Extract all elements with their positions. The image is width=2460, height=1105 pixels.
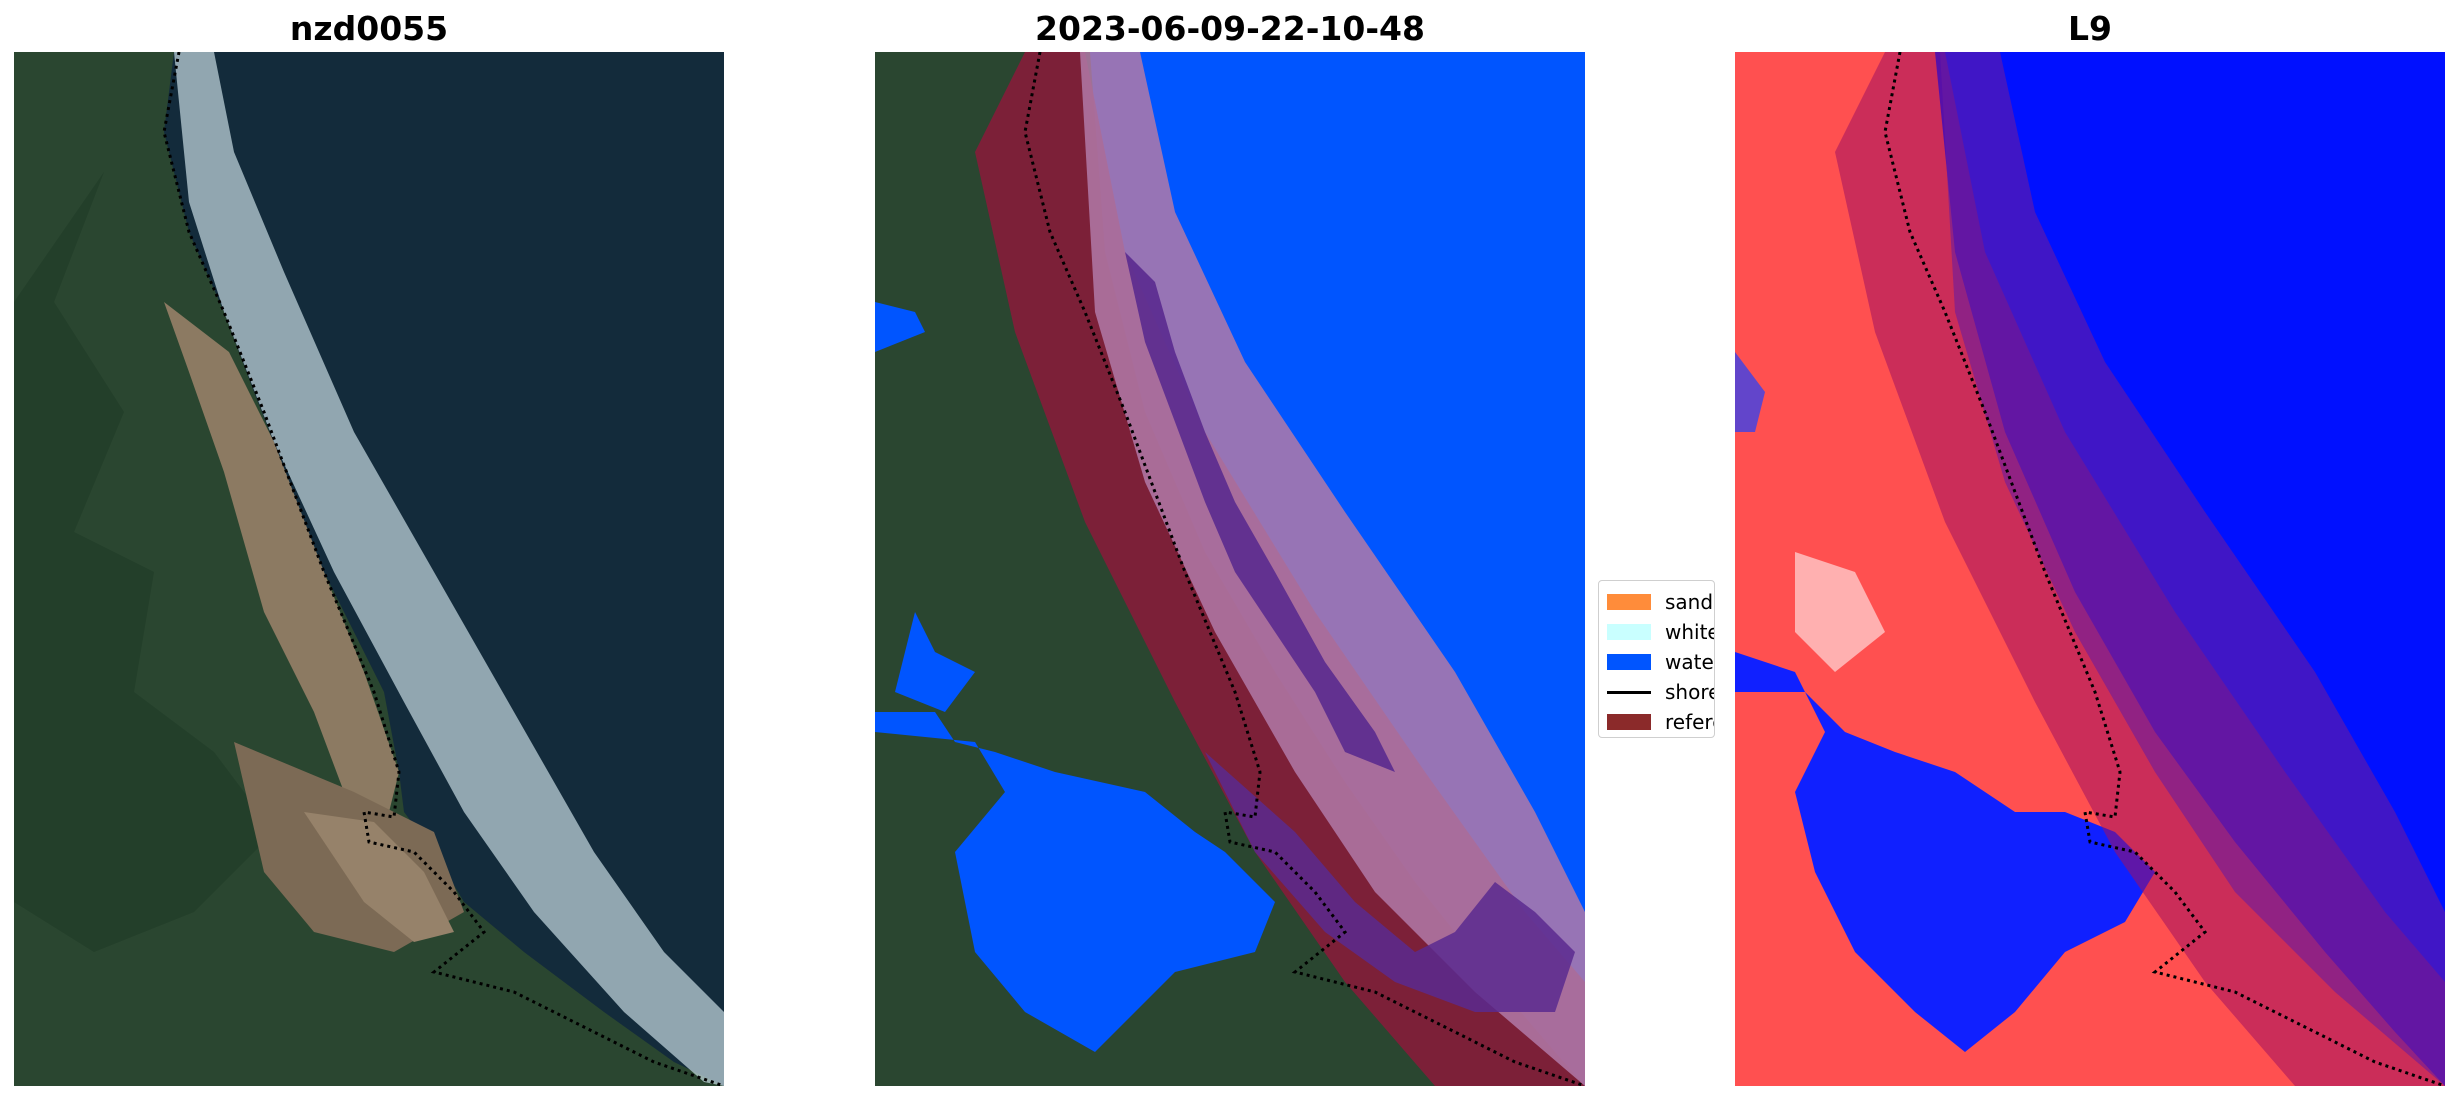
legend-item-shoreline: shoreline [1607,677,1714,707]
legend-label-sand: sand [1665,590,1713,614]
legend-label-water: water [1665,650,1715,674]
panel-title-rgb: nzd0055 [14,6,724,52]
panel-title-index: L9 [1735,6,2445,52]
legend: sand whitewater water shoreline referenc… [1598,580,1715,738]
legend-label-shoreline: shoreline [1665,680,1715,704]
whitewater-swatch [1607,624,1651,640]
classification-image [875,52,1585,1086]
rgb-image-panel [14,52,724,1086]
legend-item-whitewater: whitewater [1607,617,1714,647]
legend-item-reference-buffer: reference shoreline buffer [1607,707,1714,737]
index-image [1735,52,2445,1086]
legend-item-sand: sand [1607,587,1714,617]
classification-panel [875,52,1585,1086]
panel-title-classification: 2023-06-09-22-10-48 [875,6,1585,52]
water-swatch [1607,654,1651,670]
legend-label-reference-buffer: reference shoreline buffer [1665,710,1715,734]
shoreline-line-swatch [1607,684,1651,700]
reference-buffer-swatch [1607,714,1651,730]
sand-swatch [1607,594,1651,610]
legend-item-water: water [1607,647,1714,677]
index-panel [1735,52,2445,1086]
rgb-satellite-image [14,52,724,1086]
legend-label-whitewater: whitewater [1665,620,1715,644]
